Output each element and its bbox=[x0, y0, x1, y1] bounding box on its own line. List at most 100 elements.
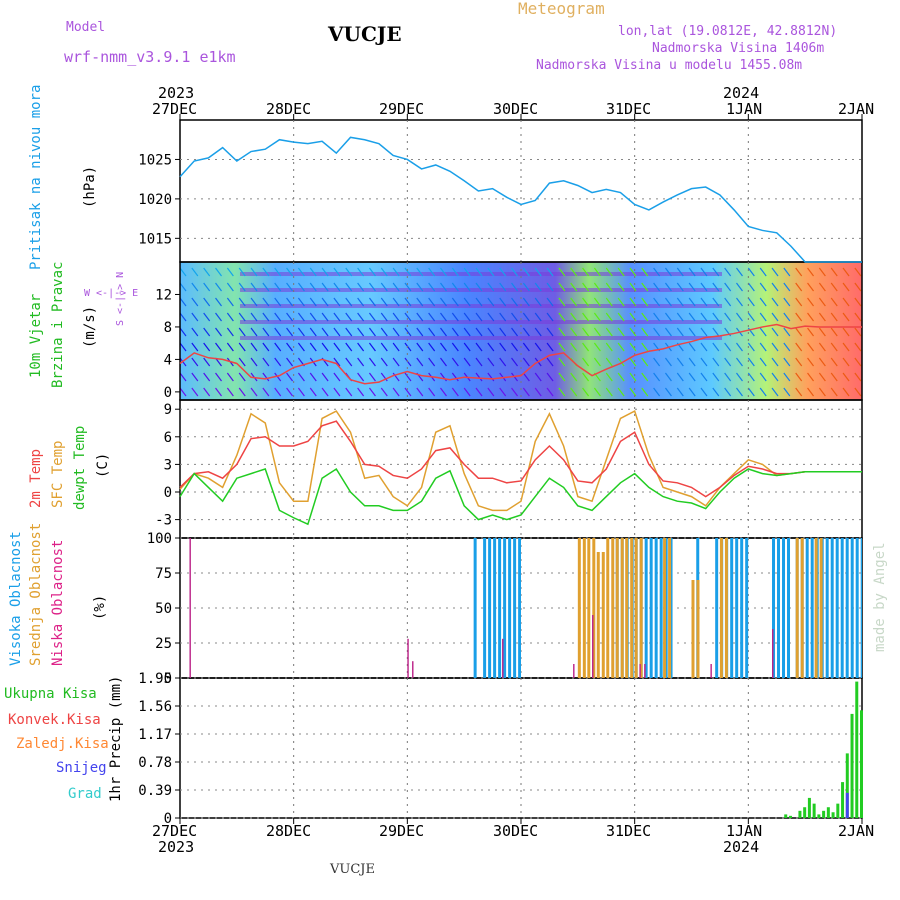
wind-barb bbox=[499, 282, 507, 292]
bottom-day-1: 28DEC bbox=[266, 822, 312, 840]
pressure-line bbox=[179, 136, 862, 263]
wind-barb bbox=[830, 267, 838, 277]
wind-barb bbox=[499, 387, 507, 397]
cloud-bar-1 bbox=[611, 538, 615, 678]
wind-barb bbox=[297, 327, 305, 337]
wind-barb bbox=[818, 342, 826, 352]
bottom-day-2: 29DEC bbox=[379, 822, 425, 840]
wind-barb bbox=[357, 312, 365, 322]
wind-barb bbox=[440, 342, 447, 352]
bottom-day-5: 1JAN bbox=[726, 822, 763, 840]
wind-barb bbox=[783, 282, 791, 292]
cloud-bar-1 bbox=[800, 538, 804, 678]
wind-barb bbox=[297, 387, 305, 397]
wind-barb bbox=[807, 372, 815, 382]
wind-barb bbox=[736, 312, 743, 322]
cloud-bar-0 bbox=[508, 538, 512, 678]
wind-barb bbox=[179, 327, 187, 337]
wind-barb bbox=[522, 312, 530, 322]
wind-barb bbox=[416, 387, 424, 397]
wind-barb bbox=[736, 297, 743, 307]
wind-barb bbox=[333, 342, 341, 352]
wind-barb bbox=[404, 357, 412, 367]
wind-barb bbox=[475, 297, 483, 307]
wind-barb bbox=[428, 267, 436, 277]
top-day-4: 31DEC bbox=[606, 100, 652, 118]
wind-barb bbox=[759, 327, 767, 337]
wind-barb bbox=[783, 312, 791, 322]
wind-band bbox=[240, 320, 722, 324]
wind-barb bbox=[416, 267, 424, 277]
cloud-bar-0 bbox=[740, 538, 744, 678]
top-day-5: 1JAN bbox=[726, 100, 763, 118]
cloud-bar-0 bbox=[654, 538, 658, 678]
cloud-bar-0 bbox=[715, 538, 719, 678]
wind-barb bbox=[215, 312, 223, 322]
wind-barb bbox=[641, 357, 649, 367]
wind-barb bbox=[534, 297, 542, 307]
wind-barb bbox=[357, 342, 365, 352]
wind-barb bbox=[617, 312, 625, 322]
cloud-bar-1 bbox=[596, 552, 600, 678]
wind-barb bbox=[499, 312, 507, 322]
wind-barb bbox=[653, 357, 661, 367]
wind-barb bbox=[736, 267, 743, 277]
wind-barb bbox=[724, 282, 732, 292]
wind-barb bbox=[345, 327, 353, 337]
watermark: made by Angel bbox=[872, 542, 888, 652]
wind-barb bbox=[593, 342, 601, 352]
wind-barb bbox=[759, 342, 767, 352]
wind-barb bbox=[440, 282, 447, 292]
cloud-bar-0 bbox=[777, 538, 781, 678]
wind-barb bbox=[309, 342, 317, 352]
cloud-bar-0 bbox=[483, 538, 487, 678]
wind-barb bbox=[664, 267, 672, 277]
wind-barb bbox=[321, 327, 329, 337]
wind-barb bbox=[511, 357, 519, 367]
wind-barb bbox=[451, 387, 459, 397]
y-tick-label: 75 bbox=[155, 566, 172, 582]
wind-barb bbox=[333, 282, 341, 292]
wind-barb bbox=[475, 282, 483, 292]
wind-barb bbox=[605, 297, 613, 307]
wind-barb bbox=[759, 312, 767, 322]
wind-barb bbox=[641, 312, 649, 322]
cloud-bar-0 bbox=[513, 538, 517, 678]
wind-barb bbox=[368, 312, 376, 322]
bottom-year-2024: 2024 bbox=[723, 838, 760, 856]
wind-barb bbox=[759, 387, 767, 397]
wind-barb bbox=[191, 327, 199, 337]
wind-barb bbox=[191, 372, 199, 382]
cloud-bar-1 bbox=[625, 538, 629, 678]
wind-barb bbox=[487, 372, 495, 382]
cloud-bar-2 bbox=[644, 664, 646, 678]
wind-barb bbox=[593, 267, 601, 277]
wind-barb bbox=[795, 327, 803, 337]
cloud-bar-2 bbox=[502, 638, 504, 678]
wind-barb bbox=[688, 282, 696, 292]
temp-unit: (C) bbox=[95, 452, 111, 478]
wind-barb bbox=[570, 312, 578, 322]
footer-location: VUCJE bbox=[330, 862, 375, 877]
wind-barb bbox=[641, 372, 649, 382]
wind-barb bbox=[451, 342, 459, 352]
wind-barb bbox=[688, 267, 696, 277]
wind-barb bbox=[759, 282, 767, 292]
wind-barb bbox=[712, 342, 720, 352]
precip-legend-hail: Grad bbox=[68, 786, 102, 802]
wind-barb bbox=[179, 372, 187, 382]
wind-barb bbox=[380, 267, 388, 277]
wind-barb bbox=[522, 387, 530, 397]
wind-barb bbox=[286, 372, 294, 382]
wind-barb bbox=[262, 372, 270, 382]
wind-barb bbox=[830, 342, 838, 352]
y-tick-label: 0 bbox=[164, 485, 172, 501]
wind-barb bbox=[262, 342, 270, 352]
wind-barb bbox=[226, 282, 234, 292]
wind-barb bbox=[226, 372, 234, 382]
wind-barb bbox=[274, 297, 282, 307]
wind-barb bbox=[854, 327, 862, 337]
cloud-bar-0 bbox=[659, 538, 663, 678]
wind-barb bbox=[333, 312, 341, 322]
wind-barb bbox=[215, 267, 223, 277]
